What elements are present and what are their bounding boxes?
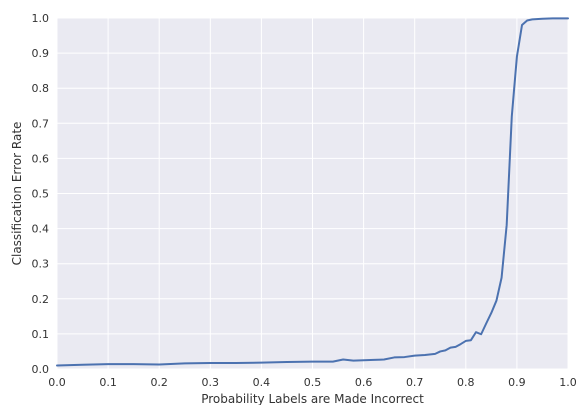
x-tick-label: 0.0 <box>48 376 66 389</box>
y-tick-label: 1.0 <box>32 12 50 25</box>
x-tick-label: 0.1 <box>99 376 117 389</box>
y-tick-label: 0.4 <box>32 223 50 236</box>
x-tick-label: 0.6 <box>355 376 373 389</box>
tick-labels: 0.0 0.1 0.2 0.3 0.4 0.5 0.6 0.7 0.8 0.9 1.0 0.0 0.1 0… <box>32 12 577 389</box>
y-tick-label: 0.5 <box>32 188 50 201</box>
x-tick-label: 0.2 <box>150 376 168 389</box>
x-axis-label: Probability Labels are Made Incorrect <box>201 392 424 405</box>
x-tick-label: 0.8 <box>457 376 475 389</box>
y-tick-label: 0.9 <box>32 47 50 60</box>
x-tick-label: 0.5 <box>304 376 322 389</box>
x-tick-label: 0.9 <box>508 376 526 389</box>
y-tick-label: 0.8 <box>32 82 50 95</box>
x-tick-label: 0.4 <box>253 376 271 389</box>
y-tick-label: 0.1 <box>32 328 50 341</box>
x-tick-label: 1.0 <box>559 376 577 389</box>
series-line <box>56 17 569 367</box>
grid-lines <box>56 17 569 370</box>
y-tick-label: 0.0 <box>32 363 50 376</box>
y-tick-label: 0.6 <box>32 152 50 165</box>
y-axis-label: Classification Error Rate <box>10 122 24 266</box>
y-tick-label: 0.7 <box>32 117 50 130</box>
x-tick-label: 0.7 <box>406 376 424 389</box>
series-lines <box>56 17 569 367</box>
y-tick-label: 0.3 <box>32 258 50 271</box>
x-tick-label: 0.3 <box>202 376 220 389</box>
y-tick-label: 0.2 <box>32 293 50 306</box>
